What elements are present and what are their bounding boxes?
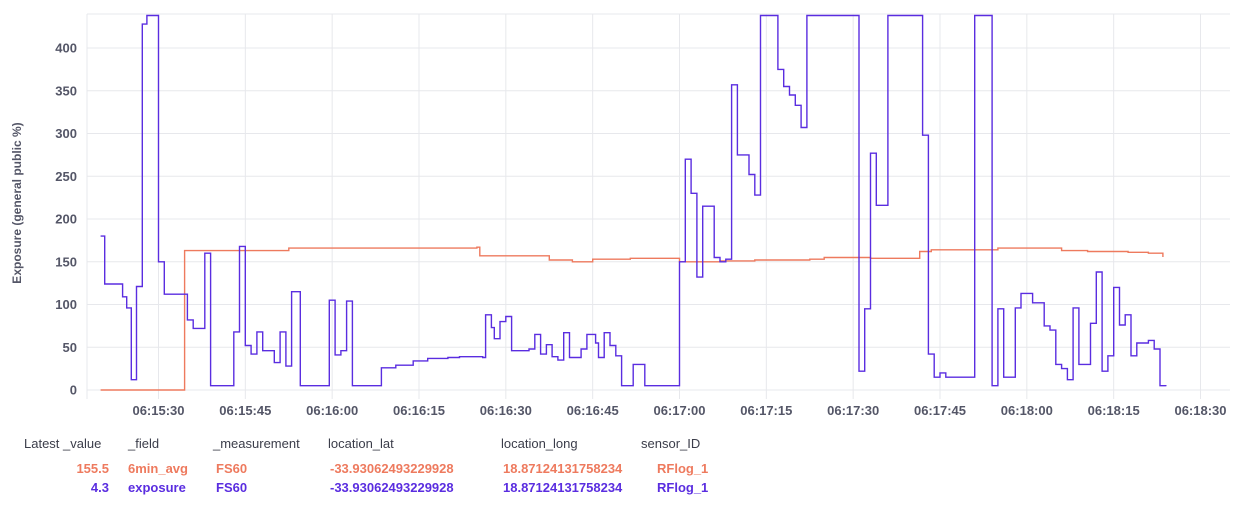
legend-latest-value: 4.3 xyxy=(90,480,109,495)
x-tick-label: 06:18:00 xyxy=(1001,403,1053,418)
y-axis-title: Exposure (general public %) xyxy=(10,122,24,283)
chart-grid xyxy=(86,13,1230,399)
y-tick-label: 200 xyxy=(55,212,77,227)
legend-header-measurement: _measurement xyxy=(213,436,300,451)
legend-measurement: FS60 xyxy=(216,480,248,495)
legend-measurement: FS60 xyxy=(216,461,248,476)
x-tick-label: 06:16:30 xyxy=(480,403,532,418)
y-tick-label: 0 xyxy=(70,383,77,398)
x-tick-label: 06:17:15 xyxy=(740,403,792,418)
legend-sensor-id: RFlog_1 xyxy=(657,480,709,495)
legend-sensor-id: RFlog_1 xyxy=(657,461,709,476)
x-tick-label: 06:17:00 xyxy=(653,403,705,418)
y-tick-label: 100 xyxy=(55,297,77,312)
chart-series xyxy=(100,14,1167,391)
x-tick-label: 06:18:30 xyxy=(1174,403,1226,418)
legend-location-lat: -33.93062493229928 xyxy=(330,480,454,495)
x-tick-label: 06:17:45 xyxy=(914,403,966,418)
y-tick-label: 150 xyxy=(55,254,77,269)
legend-header-latest-value: Latest _value xyxy=(24,436,102,451)
legend-table: Latest _value _field _measurement locati… xyxy=(0,430,1237,511)
legend-header-sensor-id: sensor_ID xyxy=(641,436,701,451)
x-tick-label: 06:15:30 xyxy=(132,403,184,418)
legend-latest-value: 155.5 xyxy=(76,461,109,476)
legend-header-location-lat: location_lat xyxy=(328,436,394,451)
x-tick-label: 06:18:15 xyxy=(1088,403,1140,418)
y-tick-label: 250 xyxy=(55,169,77,184)
legend-header-field: _field xyxy=(128,436,160,451)
legend-field: exposure xyxy=(128,480,186,495)
y-tick-label: 350 xyxy=(55,83,77,98)
y-tick-label: 50 xyxy=(63,340,77,355)
x-tick-label: 06:16:00 xyxy=(306,403,358,418)
legend-location-long: 18.87124131758234 xyxy=(503,461,623,476)
y-tick-label: 400 xyxy=(55,41,77,56)
x-tick-label: 06:16:15 xyxy=(393,403,445,418)
legend-location-lat: -33.93062493229928 xyxy=(330,461,454,476)
exposure-chart[interactable]: 0 50 100 150 200 250 300 350 400 06:15:30 06:15:4… xyxy=(0,0,1237,430)
legend-location-long: 18.87124131758234 xyxy=(503,480,623,495)
x-tick-label: 06:17:30 xyxy=(827,403,879,418)
x-axis-ticks: 06:15:30 06:15:45 06:16:00 06:16:15 06:16:30… xyxy=(132,403,1226,418)
series-line-exposure[interactable] xyxy=(100,14,1167,387)
x-tick-label: 06:15:45 xyxy=(219,403,271,418)
y-axis-ticks: 0 50 100 150 200 250 300 350 400 xyxy=(55,41,77,398)
legend-header-location-long: location_long xyxy=(501,436,578,451)
legend-field: 6min_avg xyxy=(128,461,188,476)
y-tick-label: 300 xyxy=(55,126,77,141)
series-line-6min-avg[interactable] xyxy=(100,246,1164,391)
x-tick-label: 06:16:45 xyxy=(567,403,619,418)
